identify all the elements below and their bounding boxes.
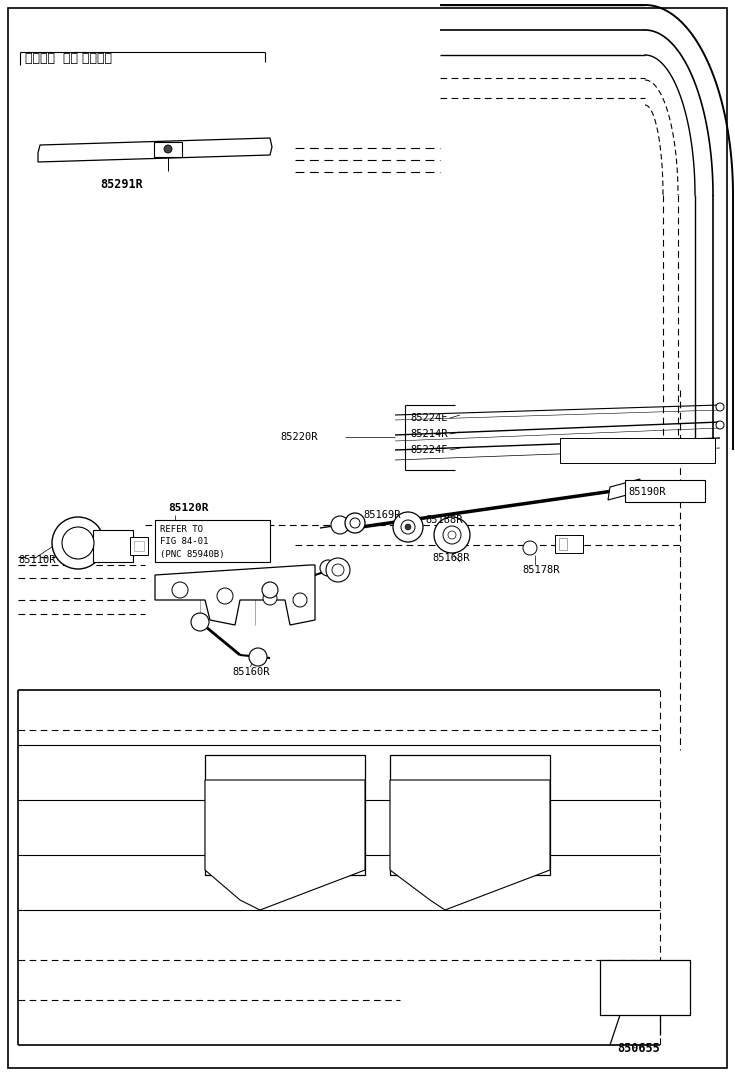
- Circle shape: [293, 593, 307, 607]
- Bar: [600, 960, 690, 1015]
- Circle shape: [320, 560, 336, 576]
- Polygon shape: [38, 138, 272, 162]
- Text: ウインタ  ブ゙ レード: ウインタ ブ゙ レード: [25, 52, 112, 65]
- Circle shape: [332, 564, 344, 576]
- Text: 85220R: 85220R: [280, 431, 318, 442]
- Text: 85160R: 85160R: [232, 667, 270, 677]
- Bar: [390, 755, 550, 875]
- Circle shape: [191, 613, 209, 631]
- Circle shape: [331, 516, 349, 534]
- Circle shape: [164, 145, 172, 153]
- Circle shape: [249, 648, 267, 666]
- Circle shape: [345, 513, 365, 533]
- Text: FIG 84-01: FIG 84-01: [160, 538, 209, 547]
- Bar: [559, 538, 567, 550]
- Text: 85190R: 85190R: [628, 487, 665, 497]
- Text: 85291R: 85291R: [100, 179, 143, 192]
- Bar: [155, 520, 270, 562]
- Circle shape: [716, 404, 724, 411]
- Circle shape: [172, 582, 188, 598]
- Circle shape: [401, 520, 415, 534]
- Circle shape: [448, 530, 456, 539]
- Bar: [134, 541, 144, 551]
- Circle shape: [217, 587, 233, 604]
- Circle shape: [434, 516, 470, 553]
- Bar: [625, 480, 705, 502]
- Circle shape: [716, 421, 724, 429]
- Circle shape: [62, 527, 94, 560]
- Bar: [560, 438, 715, 463]
- Text: 85224E: 85224E: [410, 413, 448, 423]
- Bar: [205, 755, 365, 875]
- Bar: [555, 535, 583, 553]
- Bar: [130, 537, 148, 555]
- Bar: [93, 530, 133, 562]
- Polygon shape: [205, 780, 365, 910]
- Text: REFER TO: REFER TO: [160, 525, 203, 535]
- Text: 850655: 850655: [617, 1042, 660, 1054]
- Text: 85224F: 85224F: [410, 445, 448, 455]
- Text: 85188R: 85188R: [425, 515, 462, 525]
- Text: 85110R: 85110R: [18, 555, 56, 565]
- Circle shape: [263, 591, 277, 605]
- Text: 85214R: 85214R: [410, 429, 448, 439]
- Polygon shape: [390, 780, 550, 910]
- Text: 85169R: 85169R: [363, 510, 401, 520]
- Circle shape: [350, 518, 360, 528]
- Circle shape: [262, 582, 278, 598]
- Text: 85120R: 85120R: [168, 502, 209, 513]
- Text: (PNC 85940B): (PNC 85940B): [160, 550, 224, 558]
- Bar: [154, 142, 182, 157]
- Text: 85178R: 85178R: [522, 565, 559, 575]
- Circle shape: [523, 541, 537, 555]
- Circle shape: [52, 516, 104, 569]
- Text: 85168R: 85168R: [432, 553, 470, 563]
- Circle shape: [443, 526, 461, 544]
- Polygon shape: [608, 479, 640, 500]
- Polygon shape: [155, 565, 315, 625]
- Circle shape: [326, 558, 350, 582]
- Circle shape: [405, 524, 411, 530]
- Circle shape: [393, 512, 423, 542]
